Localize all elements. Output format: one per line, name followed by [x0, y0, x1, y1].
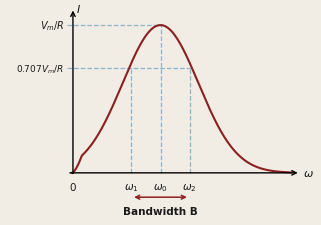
Text: $\omega_1$: $\omega_1$ [124, 182, 139, 194]
Text: $\omega_0$: $\omega_0$ [153, 182, 168, 194]
Text: Bandwidth B: Bandwidth B [123, 206, 198, 216]
Text: 0: 0 [70, 182, 76, 192]
Text: $0.707V_m/R$: $0.707V_m/R$ [16, 63, 64, 75]
Text: $I$: $I$ [76, 3, 81, 15]
Text: $V_m/R$: $V_m/R$ [39, 19, 64, 33]
Text: $\omega$: $\omega$ [303, 168, 314, 178]
Text: $\omega_2$: $\omega_2$ [182, 182, 197, 194]
